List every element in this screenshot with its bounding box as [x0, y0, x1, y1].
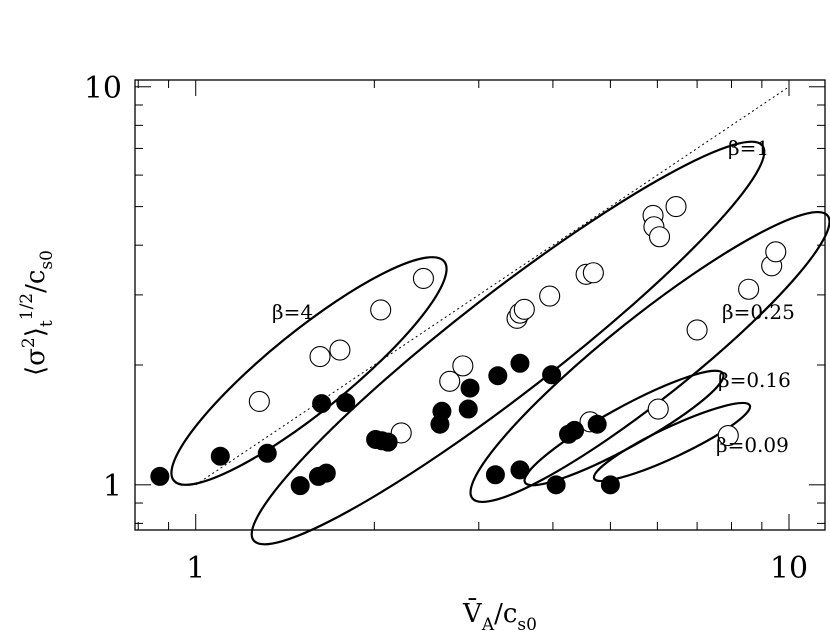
filled-data-point — [150, 466, 170, 486]
ellipse-beta-0.09 — [592, 401, 752, 483]
open-data-point — [686, 319, 708, 341]
open-data-point — [248, 390, 270, 412]
open-data-point — [370, 299, 392, 321]
open-data-point — [439, 370, 461, 392]
ellipse-beta-0.25 — [469, 210, 830, 504]
filled-data-point — [257, 443, 277, 463]
ellipse-beta-1 — [250, 140, 766, 546]
open-data-point — [329, 339, 351, 361]
filled-data-point — [587, 414, 607, 434]
open-data-point — [452, 355, 474, 377]
open-data-point — [665, 196, 687, 218]
open-data-point — [309, 346, 331, 368]
group-label-beta-1: β=1 — [728, 136, 769, 160]
group-label-beta-0.16: β=0.16 — [718, 368, 791, 392]
open-data-point — [582, 262, 604, 284]
y-tick-label-10: 10 — [84, 71, 122, 106]
data-points — [150, 196, 787, 496]
open-data-point — [513, 298, 535, 320]
filled-data-point — [510, 460, 530, 480]
filled-data-point — [488, 366, 508, 386]
group-label-beta-4: β=4 — [272, 300, 313, 324]
filled-data-point — [600, 475, 620, 495]
open-data-point — [738, 278, 760, 300]
plot-frame — [134, 79, 826, 531]
open-data-point — [765, 241, 787, 263]
axis-ticks — [135, 80, 825, 530]
open-data-point — [539, 285, 561, 307]
reference-line — [195, 86, 790, 486]
filled-data-point — [316, 463, 336, 483]
filled-data-point — [378, 432, 398, 452]
filled-data-point — [432, 401, 452, 421]
open-data-point — [647, 398, 669, 420]
open-data-point — [412, 267, 434, 289]
x-axis-label: V̄A/cs0 — [462, 597, 537, 635]
filled-data-point — [336, 392, 356, 412]
filled-data-point — [546, 475, 566, 495]
filled-data-point — [565, 420, 585, 440]
filled-data-point — [510, 353, 530, 373]
group-ellipses — [170, 140, 830, 546]
filled-data-point — [485, 465, 505, 485]
filled-data-point — [290, 476, 310, 496]
filled-data-point — [312, 394, 332, 414]
filled-data-point — [542, 365, 562, 385]
open-data-point — [648, 226, 671, 248]
group-label-beta-0.25: β=0.25 — [722, 300, 795, 324]
group-label-beta-0.09: β=0.09 — [716, 433, 789, 457]
ellipse-beta-4 — [170, 256, 448, 486]
y-tick-label-1: 1 — [103, 469, 122, 504]
filled-data-point — [458, 399, 478, 419]
filled-data-point — [210, 446, 230, 466]
filled-data-point — [460, 378, 480, 398]
plot-border — [134, 79, 826, 531]
open-data-point — [717, 424, 739, 447]
one-to-one-line — [195, 86, 790, 486]
x-tick-label-10: 10 — [770, 551, 808, 586]
x-tick-label-1: 1 — [186, 551, 205, 586]
y-axis-label: ⟨σ2⟩t1/2/cs0 — [17, 250, 57, 376]
